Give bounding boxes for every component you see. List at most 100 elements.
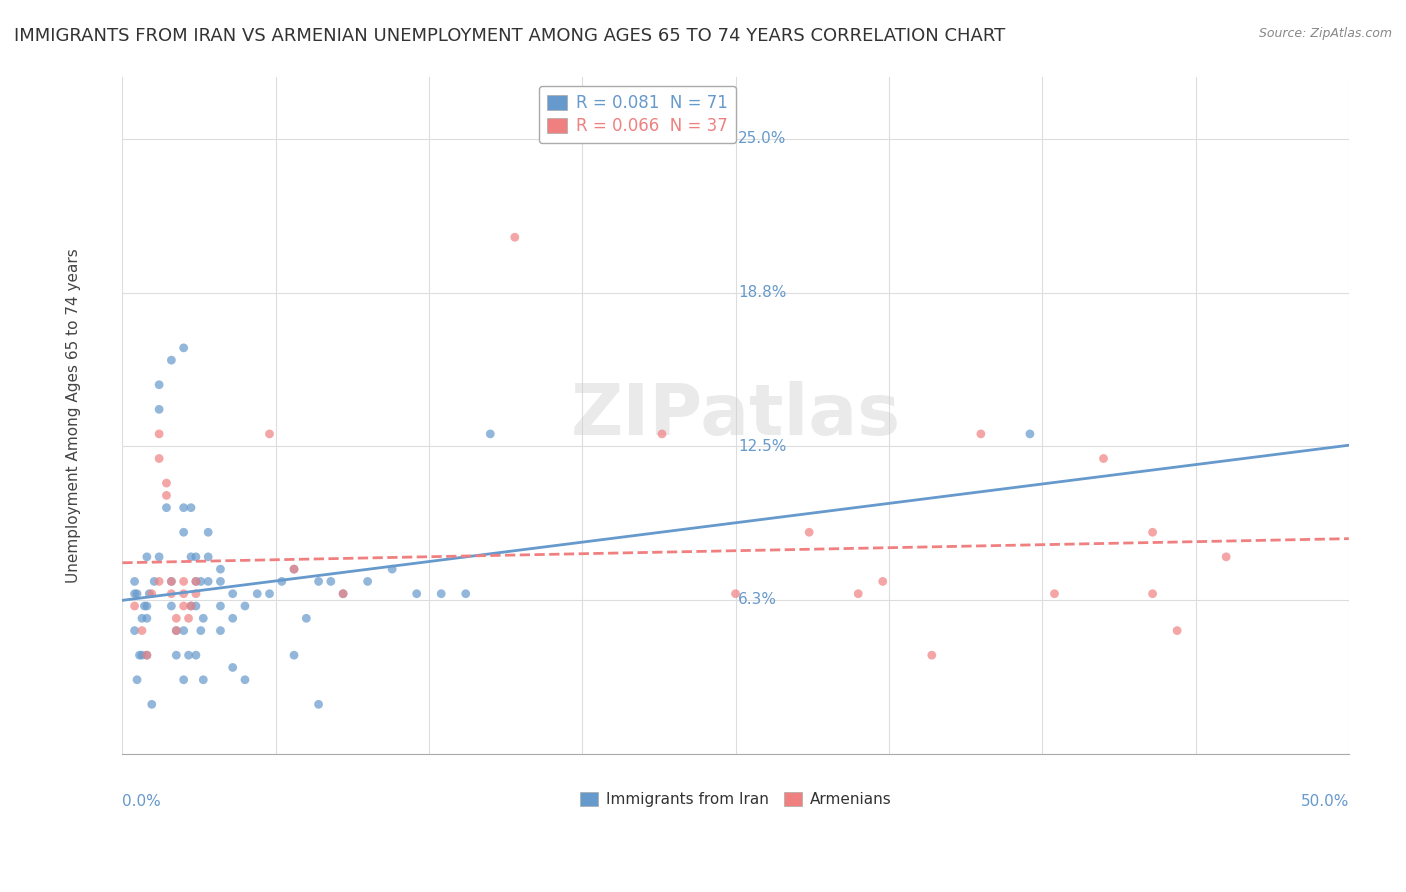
Point xyxy=(160,587,183,601)
Point xyxy=(141,587,163,601)
Point xyxy=(283,562,305,576)
Point xyxy=(430,587,453,601)
Point xyxy=(233,599,256,613)
Point xyxy=(209,599,232,613)
Text: Source: ZipAtlas.com: Source: ZipAtlas.com xyxy=(1258,27,1392,40)
Point xyxy=(209,574,232,589)
Text: IMMIGRANTS FROM IRAN VS ARMENIAN UNEMPLOYMENT AMONG AGES 65 TO 74 YEARS CORRELAT: IMMIGRANTS FROM IRAN VS ARMENIAN UNEMPLO… xyxy=(14,27,1005,45)
Point xyxy=(148,377,170,392)
Point xyxy=(197,549,219,564)
Point xyxy=(124,599,146,613)
Point xyxy=(259,426,281,441)
Point xyxy=(1166,624,1188,638)
Point xyxy=(173,587,195,601)
Point xyxy=(190,574,212,589)
Point xyxy=(1142,587,1164,601)
Point xyxy=(193,673,215,687)
Point xyxy=(332,587,354,601)
Point xyxy=(165,611,187,625)
Point xyxy=(1215,549,1237,564)
Point xyxy=(381,562,404,576)
Point xyxy=(173,341,195,355)
Point xyxy=(270,574,292,589)
Point xyxy=(177,648,200,663)
Point xyxy=(160,574,183,589)
Point xyxy=(184,574,207,589)
Point xyxy=(148,574,170,589)
Text: 50.0%: 50.0% xyxy=(1301,794,1348,809)
Point xyxy=(160,353,183,368)
Point xyxy=(184,574,207,589)
Text: 6.3%: 6.3% xyxy=(738,592,778,607)
Point xyxy=(173,525,195,540)
Point xyxy=(135,549,157,564)
Point xyxy=(143,574,166,589)
Point xyxy=(180,599,202,613)
Point xyxy=(131,624,153,638)
Point xyxy=(356,574,378,589)
Legend: Immigrants from Iran, Armenians: Immigrants from Iran, Armenians xyxy=(574,786,897,814)
Point xyxy=(173,673,195,687)
Point xyxy=(173,599,195,613)
Point xyxy=(190,624,212,638)
Point xyxy=(1019,426,1042,441)
Point xyxy=(1142,525,1164,540)
Text: 12.5%: 12.5% xyxy=(738,439,786,454)
Point xyxy=(131,648,153,663)
Point xyxy=(283,648,305,663)
Point xyxy=(124,587,146,601)
Point xyxy=(138,587,160,601)
Point xyxy=(1092,451,1115,466)
Point xyxy=(131,611,153,625)
Point xyxy=(148,426,170,441)
Point xyxy=(283,562,305,576)
Point xyxy=(141,698,163,712)
Point xyxy=(180,549,202,564)
Point xyxy=(332,587,354,601)
Point xyxy=(222,611,245,625)
Point xyxy=(135,611,157,625)
Point xyxy=(173,624,195,638)
Point xyxy=(1043,587,1066,601)
Point xyxy=(135,648,157,663)
Point xyxy=(124,624,146,638)
Text: 18.8%: 18.8% xyxy=(738,285,786,300)
Point xyxy=(222,660,245,674)
Text: 0.0%: 0.0% xyxy=(122,794,162,809)
Point xyxy=(799,525,821,540)
Point xyxy=(155,500,177,515)
Text: Unemployment Among Ages 65 to 74 years: Unemployment Among Ages 65 to 74 years xyxy=(66,248,80,582)
Point xyxy=(165,648,187,663)
Point xyxy=(125,673,148,687)
Text: 25.0%: 25.0% xyxy=(738,131,786,146)
Point xyxy=(651,426,673,441)
Point xyxy=(308,574,330,589)
Point xyxy=(177,611,200,625)
Point xyxy=(724,587,747,601)
Point xyxy=(173,574,195,589)
Point xyxy=(148,451,170,466)
Point xyxy=(165,624,187,638)
Point xyxy=(503,230,526,244)
Point xyxy=(308,698,330,712)
Point xyxy=(125,587,148,601)
Point xyxy=(180,599,202,613)
Point xyxy=(184,549,207,564)
Point xyxy=(180,500,202,515)
Point xyxy=(184,587,207,601)
Point xyxy=(128,648,150,663)
Point xyxy=(134,599,156,613)
Point xyxy=(259,587,281,601)
Point xyxy=(454,587,477,601)
Point xyxy=(872,574,894,589)
Point xyxy=(160,599,183,613)
Point xyxy=(155,476,177,491)
Point xyxy=(135,599,157,613)
Point xyxy=(209,562,232,576)
Point xyxy=(160,574,183,589)
Point xyxy=(295,611,318,625)
Point xyxy=(148,402,170,417)
Point xyxy=(209,624,232,638)
Point xyxy=(222,587,245,601)
Point xyxy=(184,599,207,613)
